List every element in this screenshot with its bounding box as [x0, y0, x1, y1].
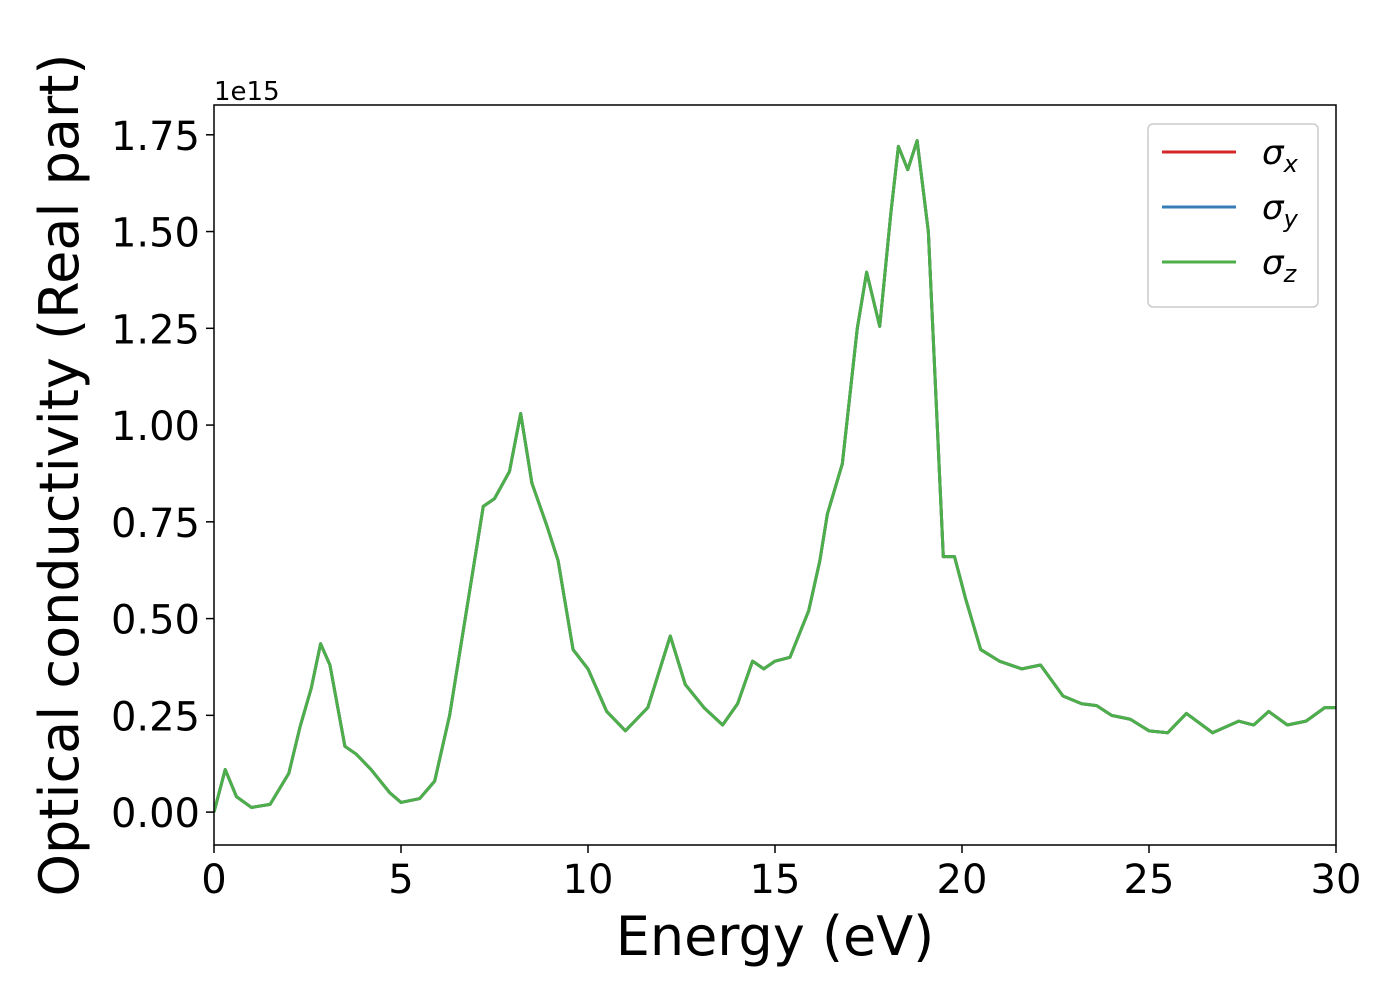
legend-label: σy	[1262, 188, 1299, 233]
y-tick-label: 0.75	[111, 501, 200, 547]
y-tick-label: 0.50	[111, 598, 200, 644]
x-tick-label: 5	[388, 857, 413, 903]
offset-text: 1e15	[214, 77, 280, 107]
y-tick-label: 1.50	[111, 211, 200, 257]
y-tick-label: 1.25	[111, 307, 200, 353]
plot-frame	[213, 104, 1337, 846]
x-tick-label: 25	[1124, 857, 1175, 903]
y-tick-label: 0.00	[111, 791, 200, 837]
y-axis-label: Optical conductivity (Real part)	[28, 54, 91, 897]
series-line	[214, 139, 1336, 813]
x-tick-label: 15	[750, 857, 801, 903]
x-tick-label: 30	[1311, 857, 1362, 903]
x-axis-label: Energy (eV)	[616, 905, 935, 968]
x-tick-label: 0	[201, 857, 226, 903]
x-tick-label: 10	[563, 857, 614, 903]
y-tick-label: 1.75	[111, 114, 200, 160]
y-tick-label: 1.00	[111, 404, 200, 450]
y-tick-label: 0.25	[111, 694, 200, 740]
x-tick-label: 20	[937, 857, 988, 903]
